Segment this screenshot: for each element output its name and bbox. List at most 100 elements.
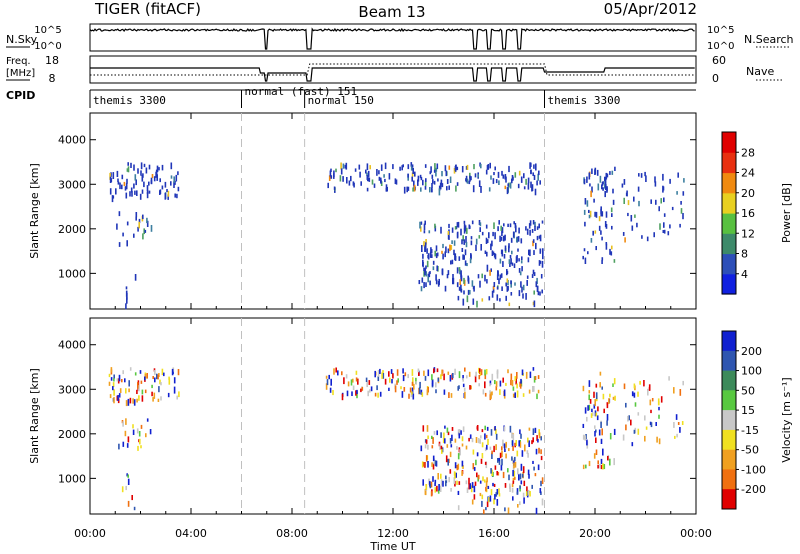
range-gate-cell [440, 374, 442, 380]
range-gate-cell [148, 181, 150, 186]
range-gate-cell [538, 432, 541, 439]
range-gate-cell [501, 286, 503, 291]
range-gate-cell [473, 467, 476, 471]
range-gate-cell [125, 400, 128, 407]
range-gate-cell [473, 485, 476, 493]
range-gate-cell [582, 464, 585, 470]
range-gate-cell [481, 231, 484, 236]
range-gate-cell [424, 444, 427, 449]
range-gate-cell [447, 431, 450, 436]
range-gate-cell [328, 175, 331, 181]
range-gate-cell [484, 447, 487, 452]
nsky-tick-low: 10^0 [34, 41, 61, 52]
range-gate-cell [435, 460, 438, 467]
range-gate-cell [480, 186, 482, 193]
range-gate-cell [491, 250, 494, 256]
range-gate-cell [177, 171, 179, 176]
range-gate-cell [481, 453, 484, 459]
range-gate-cell [588, 390, 591, 394]
range-gate-cell [515, 378, 517, 385]
range-gate-cell [376, 385, 378, 391]
range-gate-cell [171, 368, 174, 376]
range-gate-cell [161, 164, 164, 171]
range-gate-cell [436, 163, 439, 170]
range-gate-cell [153, 392, 156, 399]
range-gate-cell [447, 270, 450, 276]
range-gate-cell [489, 380, 492, 385]
range-gate-cell [429, 484, 432, 489]
range-gate-cell [499, 235, 501, 242]
range-gate-cell [660, 198, 662, 204]
range-gate-cell [682, 380, 684, 386]
range-gate-cell [471, 220, 474, 225]
range-gate-cell [467, 277, 470, 284]
colorbar-segment [722, 233, 736, 255]
range-gate-cell [599, 382, 601, 388]
range-gate-cell [490, 243, 492, 251]
range-gate-cell [454, 462, 457, 469]
range-gate-cell [426, 425, 429, 432]
range-gate-cell [490, 468, 492, 474]
range-gate-cell [418, 280, 421, 285]
range-gate-cell [124, 378, 126, 383]
range-gate-cell [597, 183, 600, 191]
range-gate-cell [472, 185, 475, 193]
range-gate-cell [497, 458, 499, 463]
range-gate-cell [468, 437, 470, 442]
range-gate-cell [454, 226, 457, 230]
range-gate-cell [131, 495, 133, 501]
range-gate-cell [374, 370, 376, 378]
range-gate-cell [424, 180, 427, 187]
range-gate-cell [511, 178, 513, 184]
range-gate-cell [594, 425, 596, 429]
range-gate-cell [351, 391, 353, 396]
range-gate-cell [593, 391, 595, 398]
range-gate-cell [397, 378, 399, 383]
range-gate-cell [606, 173, 609, 178]
range-gate-cell [639, 380, 641, 385]
range-gate-cell [675, 414, 678, 420]
range-gate-cell [499, 452, 502, 459]
range-gate-cell [160, 396, 162, 401]
range-gate-cell [141, 189, 144, 194]
range-gate-cell [466, 178, 469, 184]
range-gate-cell [480, 435, 482, 439]
colorbar-segment [722, 410, 736, 431]
range-gate-cell [436, 252, 439, 257]
range-gate-cell [537, 389, 540, 394]
range-gate-cell [589, 399, 592, 404]
range-gate-cell [606, 188, 608, 193]
range-gate-cell [431, 445, 434, 449]
range-gate-cell [509, 182, 512, 189]
range-gate-cell [441, 183, 444, 188]
range-gate-cell [118, 211, 121, 217]
range-gate-cell [491, 469, 493, 476]
range-gate-cell [606, 414, 609, 421]
range-gate-cell [436, 265, 438, 272]
range-gate-cell [474, 481, 477, 486]
range-gate-cell [441, 250, 443, 254]
range-gate-cell [631, 442, 634, 447]
range-gate-cell [461, 443, 464, 447]
range-gate-cell [176, 193, 178, 199]
range-gate-cell [427, 369, 430, 377]
range-gate-cell [602, 448, 604, 456]
range-gate-cell [658, 406, 660, 411]
range-gate-cell [425, 178, 427, 182]
range-gate-cell [500, 225, 502, 231]
range-gate-cell [390, 369, 393, 374]
range-gate-cell [441, 448, 443, 454]
range-gate-cell [487, 496, 489, 502]
range-gate-cell [537, 438, 539, 443]
range-gate-cell [433, 458, 436, 465]
range-gate-cell [650, 199, 652, 204]
range-gate-cell [410, 165, 413, 171]
range-gate-cell [419, 381, 421, 389]
range-gate-cell [588, 394, 590, 401]
y-tick-label: 3000 [58, 178, 86, 191]
range-gate-cell [146, 418, 149, 422]
range-gate-cell [457, 463, 460, 470]
range-gate-cell [463, 220, 466, 224]
range-gate-cell [610, 207, 613, 213]
range-gate-cell [129, 367, 132, 371]
